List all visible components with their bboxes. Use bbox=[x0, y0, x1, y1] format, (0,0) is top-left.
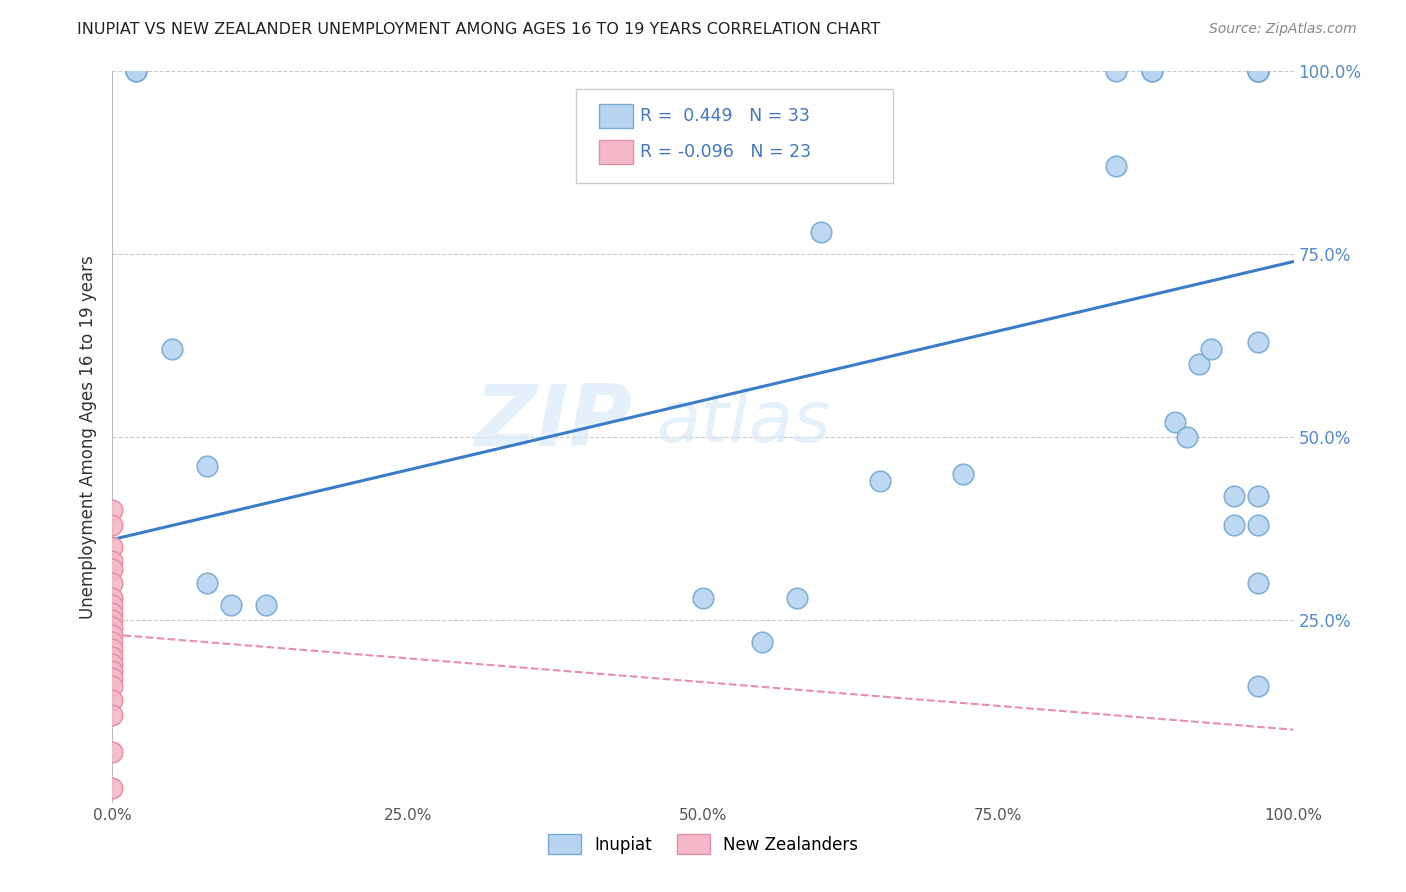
Text: INUPIAT VS NEW ZEALANDER UNEMPLOYMENT AMONG AGES 16 TO 19 YEARS CORRELATION CHAR: INUPIAT VS NEW ZEALANDER UNEMPLOYMENT AM… bbox=[77, 22, 880, 37]
Point bbox=[1247, 576, 1270, 591]
Point bbox=[1247, 517, 1270, 532]
Point bbox=[101, 693, 124, 707]
Point bbox=[1247, 334, 1270, 349]
Point bbox=[101, 649, 124, 664]
Point bbox=[786, 591, 808, 605]
Point bbox=[1247, 64, 1270, 78]
Point bbox=[1140, 64, 1163, 78]
Point bbox=[751, 635, 773, 649]
Point bbox=[101, 591, 124, 605]
Text: atlas: atlas bbox=[655, 388, 831, 457]
Point bbox=[1247, 64, 1270, 78]
Point bbox=[101, 576, 124, 591]
Point bbox=[1105, 160, 1128, 174]
Point bbox=[101, 635, 124, 649]
Point bbox=[101, 672, 124, 686]
Point bbox=[810, 225, 832, 239]
Point bbox=[219, 599, 242, 613]
Point bbox=[1175, 430, 1198, 444]
Point bbox=[1105, 64, 1128, 78]
Point bbox=[101, 599, 124, 613]
Point bbox=[1223, 517, 1246, 532]
Point bbox=[101, 540, 124, 554]
Point bbox=[1247, 64, 1270, 78]
Point bbox=[101, 745, 124, 759]
Point bbox=[1247, 64, 1270, 78]
Legend: Inupiat, New Zealanders: Inupiat, New Zealanders bbox=[541, 828, 865, 860]
Y-axis label: Unemployment Among Ages 16 to 19 years: Unemployment Among Ages 16 to 19 years bbox=[79, 255, 97, 619]
Point bbox=[101, 517, 124, 532]
Point bbox=[101, 664, 124, 678]
Point bbox=[125, 64, 148, 78]
Point bbox=[1223, 489, 1246, 503]
Point bbox=[101, 503, 124, 517]
Point bbox=[101, 781, 124, 796]
Point bbox=[692, 591, 714, 605]
Point bbox=[195, 576, 218, 591]
Point bbox=[101, 627, 124, 641]
Point bbox=[1140, 64, 1163, 78]
Point bbox=[869, 474, 891, 488]
Point bbox=[952, 467, 974, 481]
Text: R = -0.096   N = 23: R = -0.096 N = 23 bbox=[640, 143, 811, 161]
Point bbox=[101, 562, 124, 576]
Text: Source: ZipAtlas.com: Source: ZipAtlas.com bbox=[1209, 22, 1357, 37]
Point bbox=[101, 554, 124, 568]
Point bbox=[101, 708, 124, 723]
Point bbox=[1247, 489, 1270, 503]
Point bbox=[1164, 416, 1187, 430]
Point bbox=[125, 64, 148, 78]
Point bbox=[254, 599, 277, 613]
Point bbox=[195, 459, 218, 474]
Text: ZIP: ZIP bbox=[474, 381, 633, 464]
Point bbox=[101, 679, 124, 693]
Point bbox=[101, 657, 124, 671]
Point bbox=[101, 642, 124, 657]
Point bbox=[160, 343, 183, 357]
Point bbox=[101, 606, 124, 620]
Point bbox=[101, 620, 124, 634]
Point bbox=[1247, 679, 1270, 693]
Point bbox=[1199, 343, 1222, 357]
Point bbox=[1247, 64, 1270, 78]
Point bbox=[101, 613, 124, 627]
Text: R =  0.449   N = 33: R = 0.449 N = 33 bbox=[640, 107, 810, 125]
Point bbox=[1188, 357, 1211, 371]
